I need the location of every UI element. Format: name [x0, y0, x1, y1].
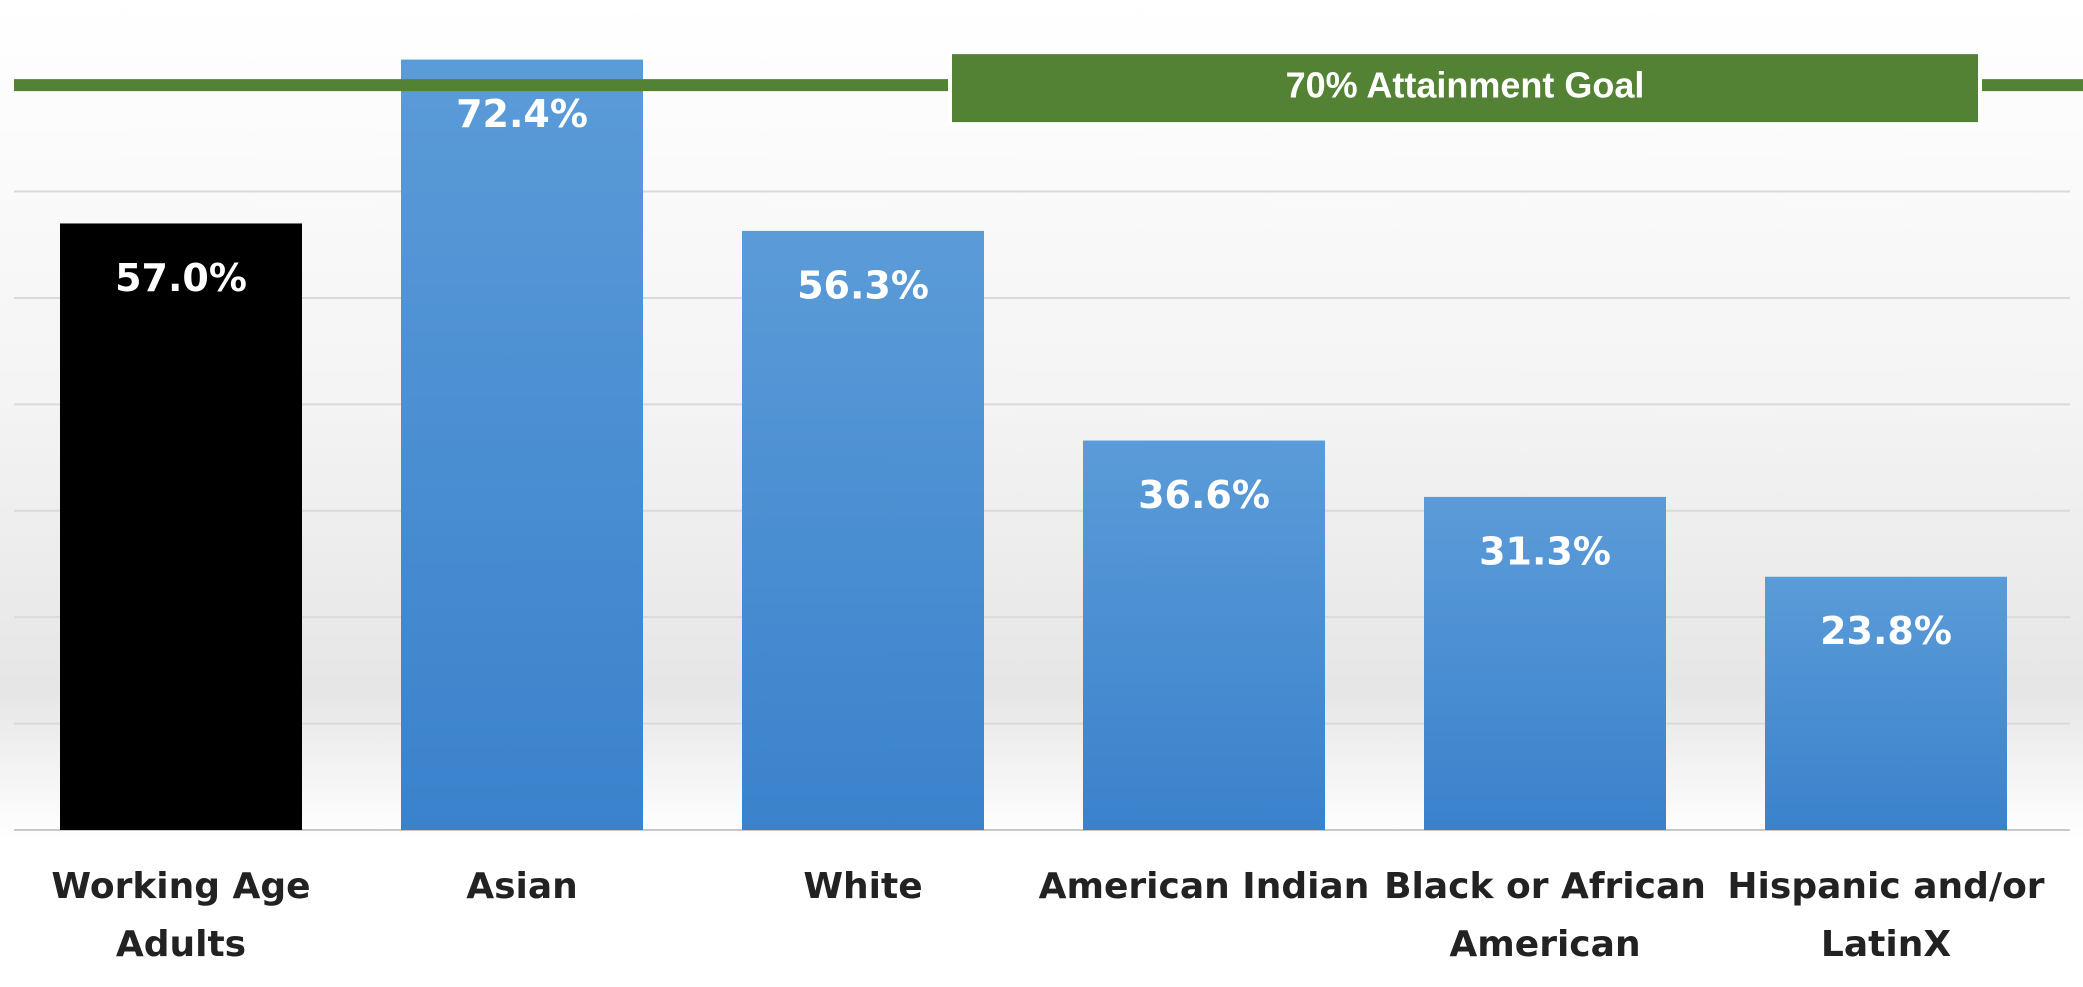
- bar: [60, 223, 302, 830]
- x-tick-label: Black or African American: [1384, 866, 1706, 965]
- value-label: 36.6%: [1138, 473, 1270, 517]
- value-label: 56.3%: [797, 263, 929, 307]
- bar: [1083, 440, 1325, 830]
- value-label: 31.3%: [1479, 529, 1611, 573]
- bar: [1765, 576, 2007, 830]
- goal-label: 70% Attainment Goal: [1286, 65, 1645, 106]
- bar: [401, 59, 643, 831]
- x-tick-label: Hispanic and/or LatinX: [1727, 866, 2045, 965]
- value-label: 57.0%: [115, 256, 247, 300]
- value-label: 72.4%: [456, 92, 588, 136]
- x-tick-label: American Indian: [1038, 866, 1370, 907]
- value-label: 23.8%: [1820, 609, 1952, 653]
- x-tick-label: Working Age Adults: [51, 866, 311, 965]
- x-tick-label: White: [803, 866, 923, 907]
- bar: [742, 230, 984, 830]
- x-tick-label: Asian: [466, 866, 578, 907]
- goal-box: [948, 50, 1982, 127]
- bar: [1424, 496, 1666, 830]
